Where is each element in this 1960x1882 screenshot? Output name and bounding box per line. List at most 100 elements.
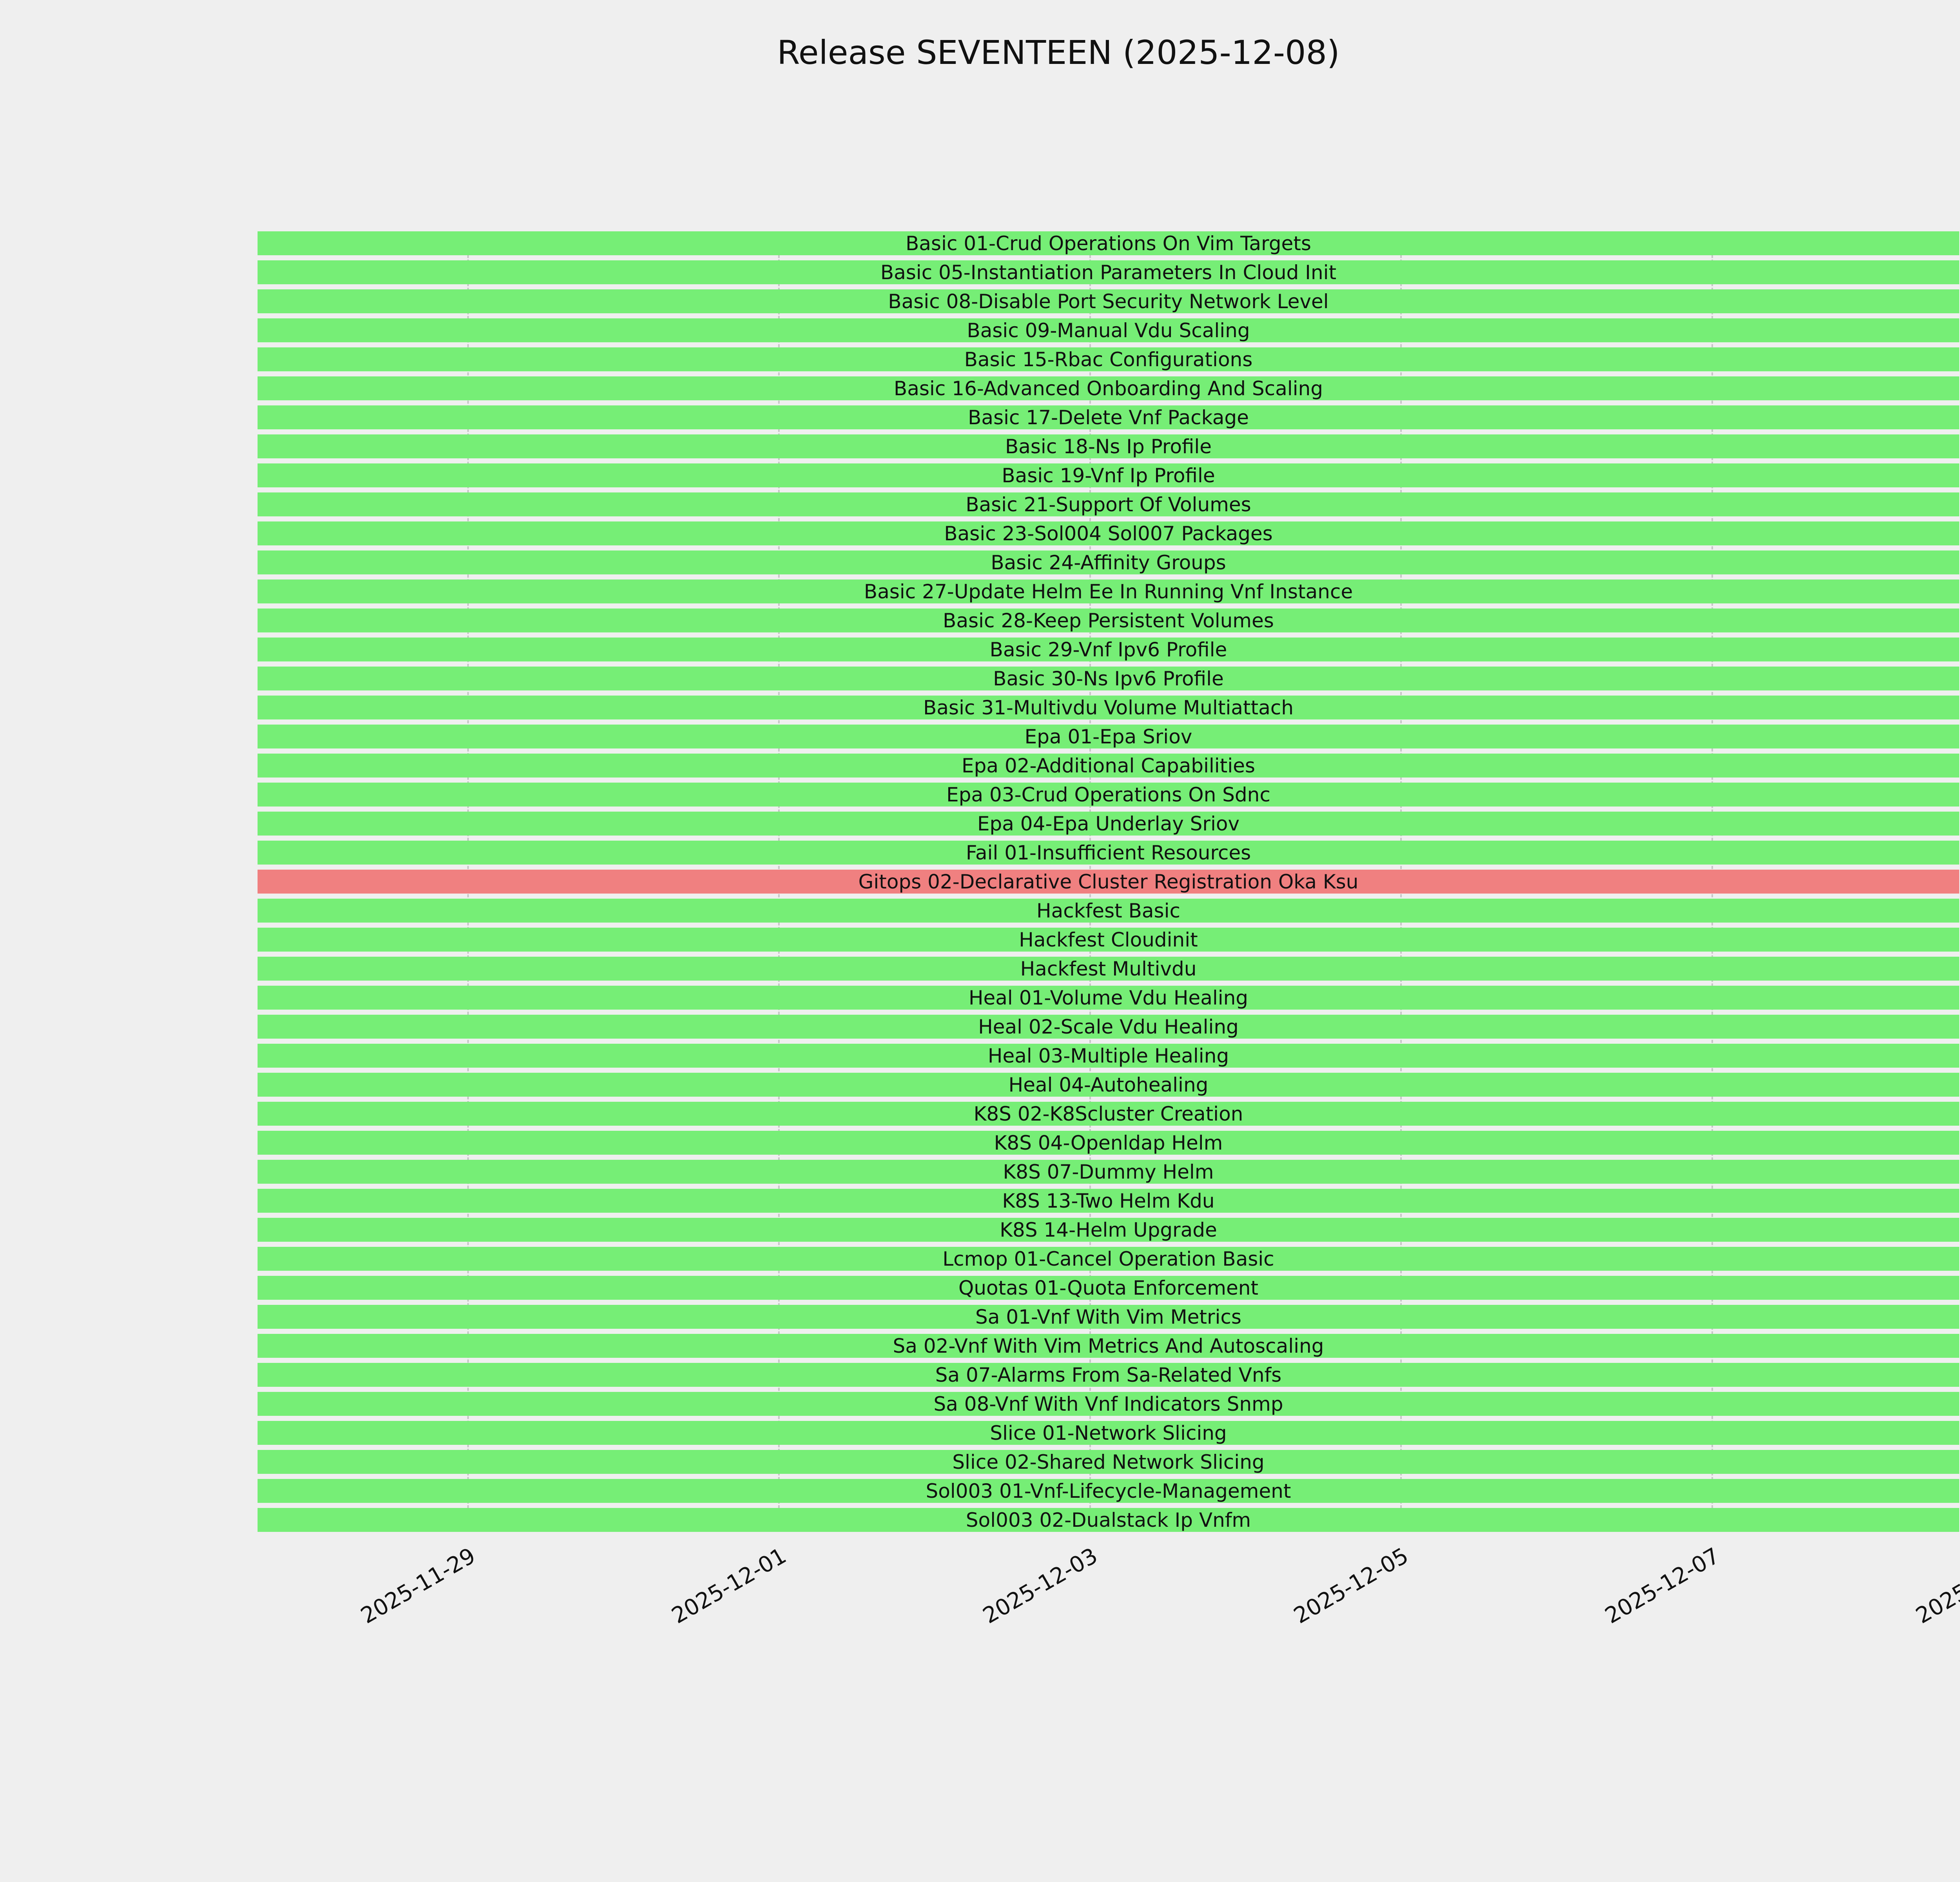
x-tick-label: 2025-12-05: [1289, 1543, 1413, 1629]
task-bar-label: Sol003 01-Vnf-Lifecycle-Management: [926, 1479, 1291, 1502]
task-bar-label: Basic 17-Delete Vnf Package: [968, 406, 1249, 429]
task-bar-pass: Basic 23-Sol004 Sol007 Packages: [258, 521, 1959, 545]
task-bar-pass: Epa 03-Crud Operations On Sdnc: [258, 783, 1959, 807]
task-bar-pass: Sa 07-Alarms From Sa-Related Vnfs: [258, 1363, 1959, 1387]
task-bar-label: Basic 29-Vnf Ipv6 Profile: [989, 638, 1227, 661]
task-bar-label: Sa 08-Vnf With Vnf Indicators Snmp: [933, 1392, 1283, 1415]
plot-area: Basic 01-Crud Operations On Vim Targets B…: [258, 231, 1960, 1532]
task-bar-label: K8S 13-Two Helm Kdu: [1002, 1189, 1215, 1212]
task-bar-label: Slice 01-Network Slicing: [990, 1421, 1227, 1444]
task-bar-label: Slice 02-Shared Network Slicing: [952, 1450, 1265, 1473]
task-bar-label: Basic 28-Keep Persistent Volumes: [943, 609, 1274, 632]
task-bar-label: Lcmop 01-Cancel Operation Basic: [942, 1247, 1274, 1270]
task-bar-pass: K8S 02-K8Scluster Creation: [258, 1102, 1959, 1126]
task-bar-pass: Sa 02-Vnf With Vim Metrics And Autoscali…: [258, 1334, 1959, 1358]
task-bar-pass: Basic 17-Delete Vnf Package: [258, 405, 1959, 429]
task-bar-label: Epa 04-Epa Underlay Sriov: [977, 812, 1240, 835]
task-bar-label: Sol003 02-Dualstack Ip Vnfm: [965, 1508, 1251, 1531]
task-bar-pass: Quotas 01-Quota Enforcement: [258, 1276, 1959, 1300]
task-bar-pass: Epa 04-Epa Underlay Sriov: [258, 812, 1959, 836]
task-bar-pass: Fail 01-Insufficient Resources: [258, 841, 1959, 865]
task-bar-pass: Basic 01-Crud Operations On Vim Targets: [258, 231, 1959, 255]
task-bar-label: K8S 14-Helm Upgrade: [1000, 1218, 1217, 1241]
task-bar-label: Quotas 01-Quota Enforcement: [958, 1276, 1259, 1299]
task-bar-label: Heal 02-Scale Vdu Healing: [978, 1015, 1239, 1038]
task-bar-label: K8S 02-K8Scluster Creation: [973, 1102, 1243, 1125]
task-bar-pass: K8S 14-Helm Upgrade: [258, 1218, 1959, 1242]
task-bar-pass: Hackfest Basic: [258, 899, 1959, 923]
task-bar-pass: Slice 02-Shared Network Slicing: [258, 1450, 1959, 1474]
task-bar-pass: Sa 08-Vnf With Vnf Indicators Snmp: [258, 1392, 1959, 1416]
x-tick-label: 2025-11-29: [356, 1543, 480, 1629]
chart-title: Release SEVENTEEN (2025-12-08): [777, 33, 1340, 72]
task-bar-pass: Hackfest Cloudinit: [258, 928, 1959, 952]
task-bar-pass: Heal 04-Autohealing: [258, 1073, 1959, 1097]
task-bar-label: Sa 07-Alarms From Sa-Related Vnfs: [935, 1363, 1282, 1386]
task-bar-label: Sa 01-Vnf With Vim Metrics: [975, 1305, 1241, 1328]
task-bar-pass: Lcmop 01-Cancel Operation Basic: [258, 1247, 1959, 1271]
task-bar-fail: Gitops 02-Declarative Cluster Registrati…: [258, 870, 1959, 894]
task-bar-label: Basic 16-Advanced Onboarding And Scaling: [894, 377, 1323, 400]
task-bar-label: Basic 27-Update Helm Ee In Running Vnf I…: [864, 580, 1353, 603]
task-bar-label: Epa 01-Epa Sriov: [1024, 725, 1192, 748]
task-bar-pass: Heal 03-Multiple Healing: [258, 1044, 1959, 1068]
task-bar-label: Basic 24-Affinity Groups: [991, 551, 1226, 574]
task-bar-pass: Basic 21-Support Of Volumes: [258, 492, 1959, 516]
task-bar-label: Basic 18-Ns Ip Profile: [1005, 435, 1212, 458]
task-bar-label: K8S 04-Openldap Helm: [994, 1131, 1223, 1154]
task-bar-label: Basic 09-Manual Vdu Scaling: [967, 319, 1250, 342]
task-bar-label: Fail 01-Insufficient Resources: [965, 841, 1251, 864]
task-bar-label: Basic 08-Disable Port Security Network L…: [888, 290, 1329, 313]
task-bar-label: Basic 15-Rbac Configurations: [964, 348, 1253, 371]
task-bar-pass: Epa 01-Epa Sriov: [258, 725, 1959, 748]
task-bar-label: Heal 04-Autohealing: [1008, 1073, 1209, 1096]
x-tick-label: 2025-12-01: [667, 1543, 791, 1629]
task-bar-label: Basic 05-Instantiation Parameters In Clo…: [880, 261, 1337, 284]
task-bar-pass: Basic 09-Manual Vdu Scaling: [258, 318, 1959, 342]
x-tick-label: 2025-12-09: [1911, 1543, 1960, 1629]
x-tick-label: 2025-12-07: [1601, 1543, 1724, 1629]
task-bar-label: Heal 01-Volume Vdu Healing: [968, 986, 1249, 1009]
task-bar-label: Hackfest Basic: [1036, 899, 1180, 922]
task-bar-label: Basic 30-Ns Ipv6 Profile: [993, 667, 1224, 690]
task-bar-label: Epa 02-Additional Capabilities: [962, 754, 1255, 777]
task-bar-pass: Basic 18-Ns Ip Profile: [258, 434, 1959, 458]
task-bar-pass: Basic 28-Keep Persistent Volumes: [258, 609, 1959, 632]
task-bar-label: Heal 03-Multiple Healing: [987, 1044, 1229, 1067]
task-bar-label: Epa 03-Crud Operations On Sdnc: [946, 783, 1270, 806]
task-bar-pass: K8S 07-Dummy Helm: [258, 1160, 1959, 1184]
task-bar-pass: Heal 02-Scale Vdu Healing: [258, 1015, 1959, 1039]
task-bar-pass: K8S 04-Openldap Helm: [258, 1131, 1959, 1155]
task-bar-pass: Slice 01-Network Slicing: [258, 1421, 1959, 1445]
task-bar-label: Hackfest Multivdu: [1020, 957, 1197, 980]
task-bar-pass: Basic 24-Affinity Groups: [258, 550, 1959, 574]
task-bar-pass: Basic 31-Multivdu Volume Multiattach: [258, 696, 1959, 719]
x-tick-label: 2025-12-03: [978, 1543, 1102, 1629]
x-axis: 2025-11-29 2025-12-01 2025-12-03 2025-12-05…: [258, 1543, 1960, 1669]
task-bar-pass: Basic 19-Vnf Ip Profile: [258, 463, 1959, 487]
task-bar-pass: Sa 01-Vnf With Vim Metrics: [258, 1305, 1959, 1329]
task-bar-label: K8S 07-Dummy Helm: [1003, 1160, 1214, 1183]
task-bar-label: Basic 19-Vnf Ip Profile: [1002, 464, 1215, 487]
task-bar-pass: Basic 16-Advanced Onboarding And Scaling: [258, 376, 1959, 400]
task-bar-pass: Basic 27-Update Helm Ee In Running Vnf I…: [258, 579, 1959, 603]
task-bar-pass: Hackfest Multivdu: [258, 957, 1959, 981]
task-bar-label: Gitops 02-Declarative Cluster Registrati…: [858, 870, 1359, 893]
task-bar-pass: Sol003 01-Vnf-Lifecycle-Management: [258, 1479, 1959, 1503]
task-bar-pass: Basic 05-Instantiation Parameters In Clo…: [258, 260, 1959, 284]
task-bar-label: Basic 01-Crud Operations On Vim Targets: [906, 232, 1311, 255]
task-bar-label: Hackfest Cloudinit: [1019, 928, 1198, 951]
task-bar-pass: Epa 02-Additional Capabilities: [258, 754, 1959, 778]
task-bar-pass: K8S 13-Two Helm Kdu: [258, 1189, 1959, 1213]
task-bar-label: Basic 23-Sol004 Sol007 Packages: [944, 522, 1273, 545]
task-bar-label: Basic 31-Multivdu Volume Multiattach: [923, 696, 1294, 719]
task-bar-pass: Sol003 02-Dualstack Ip Vnfm: [258, 1508, 1959, 1532]
task-bar-label: Sa 02-Vnf With Vim Metrics And Autoscali…: [893, 1334, 1324, 1357]
task-bar-pass: Basic 30-Ns Ipv6 Profile: [258, 667, 1959, 690]
task-bar-pass: Heal 01-Volume Vdu Healing: [258, 986, 1959, 1010]
task-bar-label: Basic 21-Support Of Volumes: [965, 493, 1251, 516]
task-bar-pass: Basic 29-Vnf Ipv6 Profile: [258, 638, 1959, 661]
task-bar-pass: Basic 15-Rbac Configurations: [258, 347, 1959, 371]
task-bar-pass: Basic 08-Disable Port Security Network L…: [258, 289, 1959, 313]
